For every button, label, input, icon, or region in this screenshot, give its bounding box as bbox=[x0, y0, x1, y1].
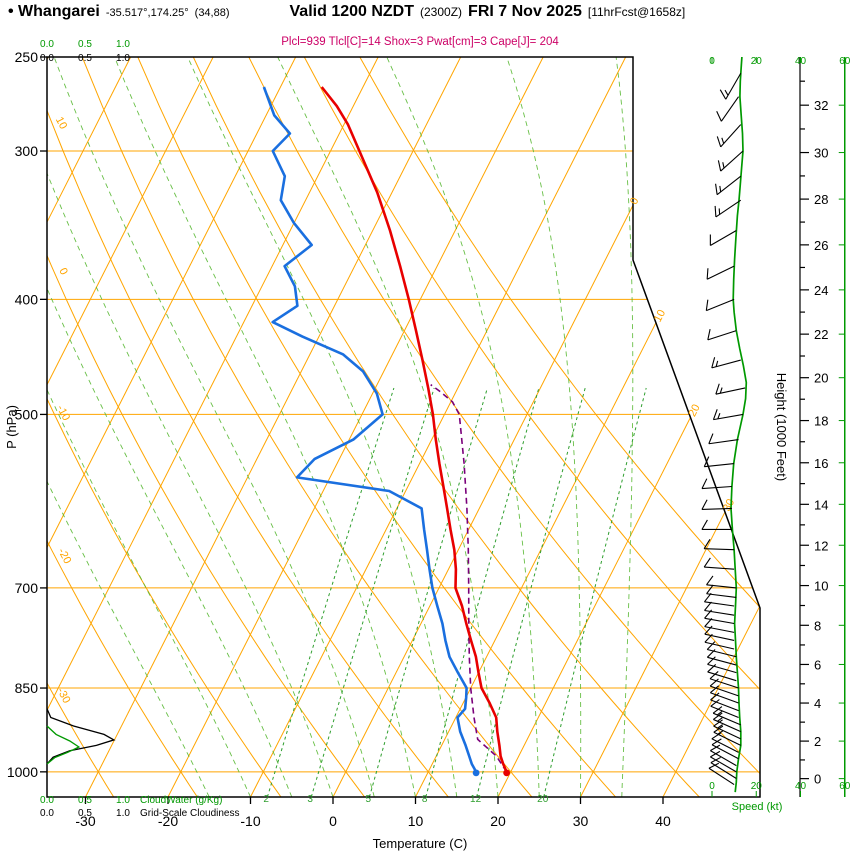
mixing-ratio-label: 2 bbox=[263, 794, 269, 805]
height-tick-label: 10 bbox=[814, 579, 828, 594]
valid-time: Valid 1200 NZDT bbox=[289, 3, 415, 20]
temperature-curve bbox=[320, 86, 508, 773]
height-tick-label: 12 bbox=[814, 538, 828, 553]
pressure-tick-label: 700 bbox=[15, 580, 39, 596]
height-tick-label: 30 bbox=[814, 146, 828, 161]
valid-utc: (2300Z) bbox=[420, 5, 463, 19]
height-tick-label: 8 bbox=[814, 618, 821, 633]
temp-tick-label: 20 bbox=[490, 813, 506, 829]
height-tick-label: 0 bbox=[814, 772, 821, 787]
dewpoint-curve bbox=[262, 86, 478, 773]
isotherm-label: 10 bbox=[652, 308, 668, 324]
isotherm-label: 20 bbox=[686, 402, 702, 418]
height-tick-label: 32 bbox=[814, 98, 828, 113]
grid-point: (34,88) bbox=[194, 7, 230, 19]
plot-frame bbox=[46, 56, 761, 798]
height-tick-label: 4 bbox=[814, 696, 821, 711]
cloud-water-curve bbox=[46, 725, 81, 765]
grid-scale-cloudiness-curve bbox=[46, 708, 116, 765]
surface-temp-dot bbox=[503, 769, 511, 777]
height-tick-label: 24 bbox=[814, 283, 828, 298]
cloudiness-scale: 0.0 bbox=[40, 53, 54, 64]
cloudwater-scale: 1.0 bbox=[116, 39, 130, 50]
station-name: • Whangarei bbox=[8, 3, 100, 20]
temp-tick-label: 0 bbox=[329, 813, 337, 829]
pressure-tick-label: 250 bbox=[15, 49, 39, 65]
cloudwater-label: CloudWater (g/Kg) bbox=[140, 795, 222, 806]
mixing-ratio-label: 12 bbox=[470, 794, 482, 805]
speed-tick-label: 0 bbox=[709, 56, 715, 67]
pressure-axis-title: P (hPa) bbox=[4, 405, 19, 449]
grid-lines bbox=[47, 57, 760, 797]
isotherm-label: 30 bbox=[721, 497, 737, 513]
station-coords: -35.517°,174.25° bbox=[105, 7, 189, 19]
height-tick-label: 26 bbox=[814, 238, 828, 253]
cloudwater-scale: 0.5 bbox=[78, 795, 92, 806]
height-tick-label: 6 bbox=[814, 657, 821, 672]
height-tick-label: 20 bbox=[814, 371, 828, 386]
height-tick-label: 28 bbox=[814, 192, 828, 207]
cloudiness-scale: 1.0 bbox=[116, 808, 130, 819]
parcel-curve bbox=[430, 384, 508, 773]
mixing-ratio-label: 20 bbox=[537, 794, 549, 805]
cloudwater-scale: 1.0 bbox=[116, 795, 130, 806]
speed-tick-label: 20 bbox=[751, 56, 763, 67]
speed-tick-label: 40 bbox=[795, 56, 807, 67]
pressure-tick-label: 400 bbox=[15, 291, 39, 307]
cloudiness-scale: 0.5 bbox=[78, 53, 92, 64]
pressure-tick-label: 300 bbox=[15, 143, 39, 159]
temp-tick-label: -20 bbox=[158, 813, 178, 829]
pressure-tick-label: 850 bbox=[15, 680, 39, 696]
height-axis-title: Height (1000 Feet) bbox=[774, 373, 789, 481]
height-tick-label: 16 bbox=[814, 456, 828, 471]
height-tick-label: 22 bbox=[814, 327, 828, 342]
cloudiness-scale: 0.0 bbox=[40, 808, 54, 819]
dry-adiabat-label: 0 bbox=[56, 266, 69, 277]
valid-date: FRI 7 Nov 2025 bbox=[468, 3, 582, 20]
mixing-ratio-label: 5 bbox=[366, 794, 372, 805]
cloudwater-scale: 0.5 bbox=[78, 39, 92, 50]
speed-axis-title: Speed (kt) bbox=[732, 801, 783, 813]
cloudiness-label: Grid-Scale Cloudiness bbox=[140, 808, 240, 819]
forecast-tag: [11hrFcst@1658z] bbox=[587, 5, 686, 19]
surface-dewpoint-dot bbox=[472, 769, 480, 777]
pressure-tick-label: 500 bbox=[15, 406, 39, 422]
height-tick-label: 2 bbox=[814, 734, 821, 749]
temp-tick-label: -10 bbox=[240, 813, 260, 829]
dry-adiabat-label: -30 bbox=[54, 686, 72, 706]
speed-tick-label: 40 bbox=[795, 781, 807, 792]
pressure-tick-label: 1000 bbox=[7, 764, 38, 780]
dry-adiabat-label: 10 bbox=[53, 115, 69, 131]
temp-axis-title: Temperature (C) bbox=[373, 836, 468, 851]
title-bar: • Whangarei -35.517°,174.25° (34,88) Val… bbox=[8, 3, 685, 21]
speed-tick-label: 0 bbox=[709, 781, 715, 792]
temp-tick-label: 10 bbox=[408, 813, 424, 829]
wind-speed-curve bbox=[730, 56, 748, 793]
sounding-parameters: Plcl=939 Tlcl[C]=14 Shox=3 Pwat[cm]=3 Ca… bbox=[281, 36, 559, 48]
isotherm-label: 0 bbox=[628, 196, 641, 207]
mixing-ratio-label: 3 bbox=[307, 794, 313, 805]
cloudwater-scale: 0.0 bbox=[40, 39, 54, 50]
mixing-ratio-label: 8 bbox=[422, 794, 428, 805]
temp-tick-label: -30 bbox=[75, 813, 95, 829]
profiles bbox=[262, 86, 508, 773]
speed-tick-label: 20 bbox=[751, 781, 763, 792]
temp-tick-label: 40 bbox=[655, 813, 671, 829]
temp-tick-label: 30 bbox=[573, 813, 589, 829]
cloudwater-scale: 0.0 bbox=[40, 795, 54, 806]
height-tick-label: 18 bbox=[814, 414, 828, 429]
wind-panel bbox=[701, 56, 748, 793]
cloudiness-scale: 1.0 bbox=[116, 53, 130, 64]
height-tick-label: 14 bbox=[814, 497, 828, 512]
cloudiness-scale: 0.5 bbox=[78, 808, 92, 819]
